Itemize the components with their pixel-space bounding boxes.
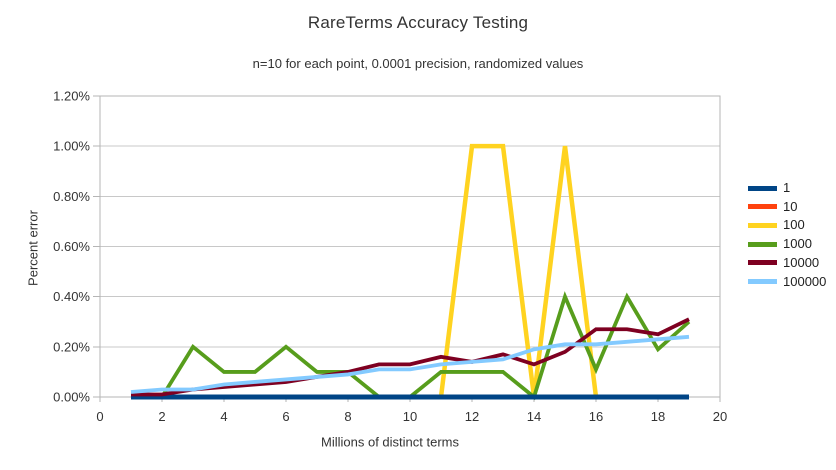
legend-label-1: 1 [783, 180, 791, 195]
legend-item-10: 10 [748, 198, 797, 216]
x-tick-label: 18 [651, 409, 665, 424]
x-axis-title: Millions of distinct terms [321, 434, 459, 450]
x-tick-label: 10 [403, 409, 417, 424]
series-line-100 [131, 143, 689, 400]
x-tick-label: 6 [282, 409, 289, 424]
x-tick-label: 14 [527, 409, 541, 424]
legend-swatch-100 [748, 222, 777, 228]
y-tick-label: 0.40% [53, 289, 90, 304]
legend-label-10: 10 [783, 198, 798, 214]
y-tick-label: 0.60% [53, 239, 90, 254]
legend-swatch-100000 [748, 279, 777, 284]
series-line-100000 [130, 334, 690, 394]
x-tick-label: 8 [344, 409, 351, 424]
legend-swatch-10000 [748, 260, 777, 266]
y-tick-label: 0.20% [53, 339, 90, 354]
legend-label-1000: 1000 [783, 236, 812, 252]
chart-subtitle: n=10 for each point, 0.0001 precision, r… [252, 56, 584, 71]
legend-item-100000: 100000 [748, 273, 826, 291]
legend-item-100: 100 [748, 216, 805, 234]
y-axis-title: Percent error [25, 210, 41, 286]
y-tick-label: 0.80% [53, 189, 90, 204]
x-tick-label: 2 [158, 409, 165, 424]
legend-label-10000: 10000 [783, 254, 820, 270]
legend-item-1: 1 [748, 179, 790, 197]
legend-item-10000: 10000 [748, 254, 819, 272]
legend: 1 10 100 1000 10000 100000 [748, 0, 836, 470]
chart-title: RareTerms Accuracy Testing [307, 13, 529, 32]
legend-label-100: 100 [783, 217, 805, 233]
legend-swatch-1 [748, 185, 777, 191]
legend-swatch-10 [748, 204, 777, 210]
x-tick-label: 0 [96, 409, 103, 424]
series-line-10000 [131, 317, 690, 397]
legend-label-100000: 100000 [783, 273, 827, 289]
legend-item-1000: 1000 [748, 235, 812, 253]
x-tick-label: 16 [589, 409, 603, 424]
legend-swatch-1000 [748, 241, 777, 247]
x-tick-label: 20 [713, 409, 727, 424]
y-tick-label: 0.00% [53, 390, 90, 405]
x-tick-label: 12 [465, 409, 479, 424]
x-tick-label: 4 [220, 409, 227, 424]
y-tick-label: 1.20% [53, 89, 90, 104]
y-tick-label: 1.00% [53, 139, 90, 154]
